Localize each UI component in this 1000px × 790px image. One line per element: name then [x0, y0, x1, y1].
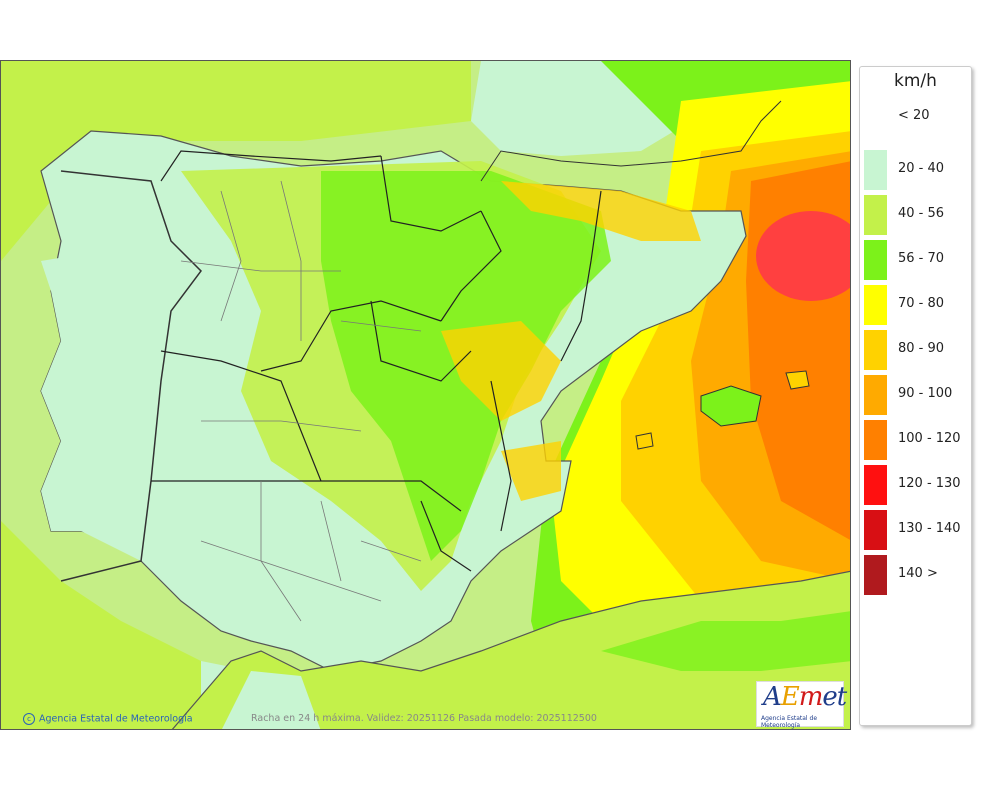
- legend-swatch: [864, 330, 887, 370]
- legend-swatch: [864, 285, 887, 325]
- legend-label: 70 - 80: [898, 296, 945, 311]
- legend-label: 80 - 90: [898, 341, 945, 356]
- legend-swatch: [864, 510, 887, 550]
- agency-credit: c Agencia Estatal de Meteorología: [23, 713, 193, 725]
- pyrenees-gust-zone: [501, 181, 701, 241]
- copyright-icon: c: [23, 713, 35, 725]
- legend-swatch: [864, 465, 887, 505]
- legend-swatch: [864, 420, 887, 460]
- gust-legend: km/h < 20 20 - 40 40 - 56 56 - 70 70 - 80 80 …: [859, 66, 972, 726]
- west-calm-zone: [41, 241, 201, 561]
- legend-label: 20 - 40: [898, 161, 945, 176]
- aemet-logo-subtitle: Agencia Estatal de Meteorología: [761, 715, 818, 729]
- med-120-zone: [756, 211, 850, 301]
- legend-label: 56 - 70: [898, 251, 945, 266]
- portugal-border: [60, 170, 202, 582]
- legend-label: 40 - 56: [898, 206, 945, 221]
- map-canvas: [1, 61, 850, 729]
- map-validity-note: Racha en 24 h máxima. Validez: 20251126 …: [251, 713, 597, 724]
- legend-label: 90 - 100: [898, 386, 953, 401]
- legend-label: 140 >: [898, 566, 938, 581]
- morocco-calm-zone: [222, 671, 321, 729]
- france-coast: [480, 100, 782, 182]
- legend-label: 120 - 130: [898, 476, 961, 491]
- legend-swatch: [864, 195, 887, 235]
- legend-label: 130 - 140: [898, 521, 961, 536]
- aemet-logo-text: AEmet: [763, 682, 847, 712]
- algeria-coast-zone: [601, 611, 850, 671]
- atlantic-sw-zone: [1, 521, 241, 729]
- legend-label: < 20: [898, 108, 930, 123]
- legend-swatch: [864, 150, 887, 190]
- menorca: [785, 370, 810, 390]
- ibiza: [635, 432, 654, 450]
- wind-gust-map: c Agencia Estatal de Meteorología Racha e…: [0, 60, 851, 730]
- mallorca: [700, 385, 762, 427]
- agency-credit-text: Agencia Estatal de Meteorología: [39, 713, 193, 725]
- province-borders: [180, 180, 422, 622]
- legend-swatch: [864, 240, 887, 280]
- legend-swatch: [864, 375, 887, 415]
- biscay-zone: [1, 61, 471, 261]
- aemet-logo: AEmet Agencia Estatal de Meteorología: [756, 681, 847, 729]
- levante-gust-zone: [501, 441, 561, 501]
- legend-swatch: [864, 555, 887, 595]
- iberico-gust-zone: [441, 321, 561, 421]
- legend-unit: km/h: [894, 71, 937, 91]
- legend-label: 100 - 120: [898, 431, 961, 446]
- region-borders: [151, 150, 602, 572]
- north-africa: [171, 570, 850, 729]
